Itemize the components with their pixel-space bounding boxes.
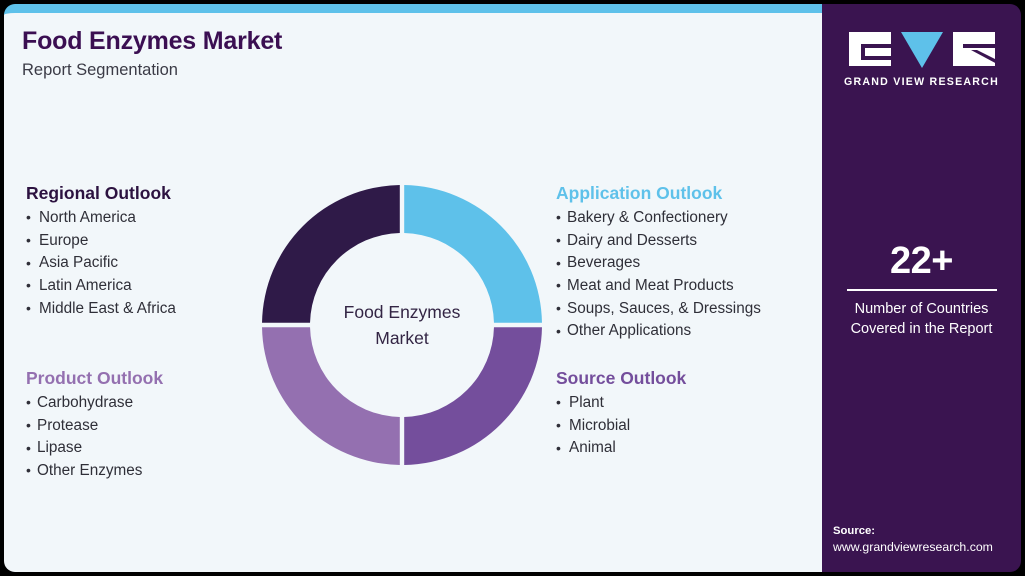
header: Food Enzymes Market Report Segmentation [22,27,282,81]
list-item: North America [26,206,176,230]
regional-outlook-list: North America Europe Asia Pacific Latin … [26,206,176,321]
list-item: Asia Pacific [26,252,176,275]
list-item: Other Applications [556,320,761,343]
source-label: Source: [833,525,876,537]
stat-caption-line-2: Covered in the Report [850,320,993,337]
stat-caption-line-1: Number of Countries [854,300,989,317]
source-outlook-block: Source Outlook Plant Microbial Animal [556,368,686,460]
list-item: Other Enzymes [26,459,163,483]
list-item: Dairy and Desserts [556,229,761,253]
product-outlook-block: Product Outlook Carbohydrase Protease Li… [26,368,163,483]
list-item: Latin America [26,274,176,298]
list-item: Bakery & Confectionery [556,206,761,230]
list-item: Middle East & Africa [26,297,176,321]
product-outlook-list: Carbohydrase Protease Lipase Other Enzym… [26,391,163,483]
source-outlook-title: Source Outlook [556,368,687,388]
donut-chart-svg [262,185,542,465]
list-item: Soups, Sauces, & Dressings [556,297,761,321]
source-outlook-list: Plant Microbial Animal [556,391,686,460]
source-footer: Source: www.grandviewresearch.com [833,523,993,556]
donut-center-line-2: Market [375,328,429,348]
main-panel: Food Enzymes Market Report Segmentation … [4,4,822,572]
donut-segment-product [262,327,400,465]
regional-outlook-title: Regional Outlook [26,183,171,203]
application-outlook-block: Application Outlook Bakery & Confectione… [556,183,761,343]
regional-outlook-block: Regional Outlook North America Europe As… [26,183,176,320]
stat-divider [846,289,997,291]
donut-center-line-1: Food Enzymes [343,302,461,322]
donut-segment-regional [262,185,400,323]
brand-logo: GRAND VIEW RESEARCH [822,30,1021,88]
product-outlook-title: Product Outlook [26,368,164,388]
gvr-logo-icon [848,32,995,68]
list-item: Microbial [556,414,686,438]
list-item: Carbohydrase [26,391,163,415]
stat-block: 22+ Number of Countries Covered in the R… [822,242,1021,339]
donut-chart: Food Enzymes Market [262,185,542,465]
page-subtitle: Report Segmentation [22,60,178,79]
sidebar: GRAND VIEW RESEARCH 22+ Number of Countr… [822,4,1021,572]
page-title: Food Enzymes Market [22,27,283,55]
brand-logo-text: GRAND VIEW RESEARCH [843,76,999,88]
list-item: Protease [26,414,163,438]
list-item: Lipase [26,437,163,460]
list-item: Plant [556,391,686,415]
list-item: Europe [26,229,176,253]
list-item: Animal [556,437,686,460]
stat-number: 22+ [890,240,953,282]
list-item: Meat and Meat Products [556,274,761,298]
donut-segment-source [404,327,542,465]
donut-segment-application [404,185,542,323]
list-item: Beverages [556,252,761,275]
application-outlook-title: Application Outlook [556,183,723,203]
donut-center-label: Food Enzymes Market [262,185,542,465]
source-url[interactable]: www.grandviewresearch.com [833,540,993,554]
application-outlook-list: Bakery & Confectionery Dairy and Dessert… [556,206,761,343]
